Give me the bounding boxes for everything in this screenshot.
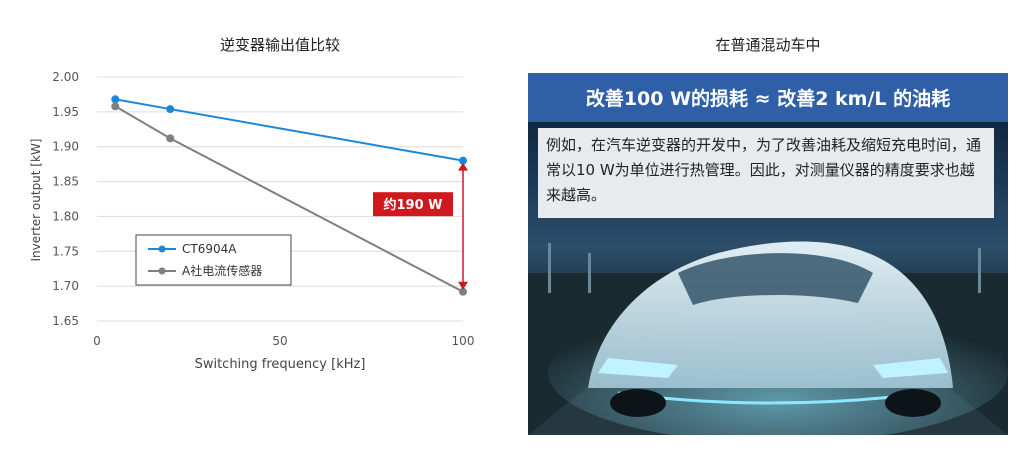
data-point [459, 156, 467, 165]
legend-box [135, 234, 292, 286]
futuristic-car-illustration [528, 241, 1008, 435]
data-point [459, 287, 467, 296]
y-tick-label: 1.75 [52, 244, 79, 258]
chart-title: 逆变器输出值比较 [219, 36, 340, 54]
data-point [111, 102, 120, 111]
legend-marker [158, 245, 166, 253]
y-tick-label: 1.80 [52, 209, 79, 223]
y-tick-label: 1.95 [52, 105, 79, 119]
annotation-label: 约190 W [383, 197, 442, 213]
annotation-badge [373, 192, 453, 217]
data-point [166, 134, 175, 143]
x-tick-label: 0 [93, 334, 101, 348]
y-tick-label: 1.85 [52, 175, 79, 189]
arrow-head-up [458, 162, 468, 171]
difference-annotation: 约190 W [373, 162, 468, 290]
explanation-text: 例如，在汽车逆变器的开发中，为了改善油耗及缩短充电时间，通常以10 W为单位进行… [538, 128, 994, 218]
legend-label: A社电流传感器 [182, 263, 262, 278]
data-point [111, 95, 120, 104]
y-tick-label: 1.70 [52, 279, 79, 293]
panel-title: 在普通混动车中 [715, 36, 821, 54]
x-axis-label: Switching frequency [kHz] [195, 357, 366, 372]
y-tick-label: 1.90 [52, 140, 79, 154]
y-tick-label: 2.00 [52, 70, 79, 84]
inverter-output-chart: 1.651.701.751.801.851.901.952.00 0 50 100 … [29, 70, 474, 372]
legend-marker [158, 267, 166, 275]
chart-series [111, 95, 467, 296]
y-axis-label: Inverter output [kW] [29, 139, 43, 262]
y-tick-label: 1.65 [52, 314, 79, 328]
data-point [166, 105, 175, 114]
arrow-head-down [458, 281, 468, 290]
x-tick-label: 100 [452, 334, 475, 348]
x-tick-label: 50 [272, 334, 287, 348]
legend-label: CT6904A [182, 242, 237, 256]
loss-banner: 改善100 W的损耗 ≈ 改善2 km/L 的油耗 [528, 73, 1008, 122]
y-axis-ticks: 1.65 1.70 1.75 1.80 1.85 1.90 1.95 2.00 [52, 70, 79, 328]
x-axis-ticks: 0 50 100 [93, 334, 474, 348]
chart-legend: CT6904A A社电流传感器 [135, 234, 292, 286]
hybrid-car-panel: 改善100 W的损耗 ≈ 改善2 km/L 的油耗 例如，在汽车逆变器的开发中，… [528, 73, 1008, 435]
